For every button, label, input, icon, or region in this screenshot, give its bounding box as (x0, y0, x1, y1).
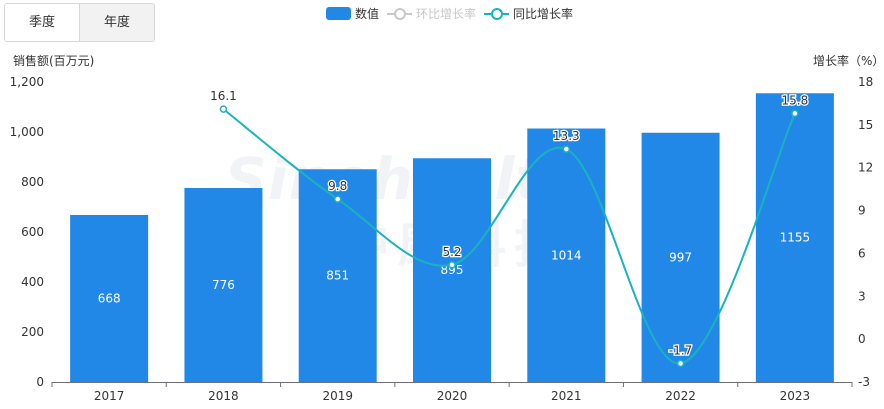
yoy-point (562, 145, 571, 153)
tab-yearly[interactable]: 年度 (79, 4, 154, 41)
right-axis-tick-label: 6 (858, 246, 866, 260)
yoy-point-label: 13.3 (553, 129, 580, 143)
tab-quarterly[interactable]: 季度 (5, 4, 79, 41)
legend-bar-swatch (326, 7, 351, 20)
left-axis-tick-label: 1,200 (10, 75, 44, 89)
bar-value-label: 997 (669, 250, 692, 264)
chart-legend: 数值 环比增长率 同比增长率 (326, 5, 581, 22)
yoy-point-label: 15.8 (781, 93, 808, 107)
right-axis-tick-label: 18 (858, 75, 873, 89)
yoy-point-label: 9.8 (328, 179, 347, 193)
bar-2019 (298, 169, 377, 382)
bar-2023 (755, 93, 834, 382)
right-axis-tick-label: -3 (858, 375, 870, 389)
legend-label-yoy: 同比增长率 (513, 7, 574, 21)
left-axis-tick-label: 600 (21, 225, 44, 239)
legend-item-value[interactable]: 数值 (326, 5, 379, 22)
yoy-point (333, 195, 342, 203)
yoy-point (219, 105, 228, 113)
bar-2018 (184, 188, 263, 382)
legend-item-yoy[interactable]: 同比增长率 (484, 5, 573, 22)
left-axis-tick-label: 400 (21, 275, 44, 289)
x-axis-tick-label: 2017 (94, 389, 125, 403)
bar-value-label: 668 (98, 292, 121, 306)
yoy-point-label: 16.1 (210, 89, 237, 103)
left-axis-tick-label: 1,000 (10, 125, 44, 139)
bar-value-label: 851 (326, 269, 349, 283)
right-axis-tick-label: 9 (858, 204, 866, 218)
right-axis-title: 增长率（%） (813, 54, 884, 68)
right-axis-tick-label: 12 (858, 161, 873, 175)
bar-2020 (413, 158, 491, 382)
period-tabs: 季度 年度 (4, 3, 155, 42)
legend-qoq-line-marker (387, 7, 413, 20)
left-axis-tick-label: 200 (21, 325, 44, 339)
x-axis-tick-label: 2022 (665, 389, 696, 403)
bar-value-label: 1155 (780, 231, 811, 245)
yoy-point (448, 261, 456, 269)
x-axis-tick-label: 2018 (208, 389, 239, 403)
x-axis-tick-label: 2019 (322, 389, 353, 403)
yoy-point-label: -1.7 (669, 343, 692, 357)
yoy-point-label: 5.2 (442, 245, 461, 259)
left-axis-tick-label: 0 (36, 375, 44, 389)
left-axis-title: 销售额(百万元) (13, 54, 95, 68)
legend-yoy-line-marker (484, 7, 510, 20)
right-axis-tick-label: 15 (858, 118, 873, 132)
legend-label-value: 数值 (355, 7, 380, 21)
right-axis-tick-label: 3 (858, 289, 866, 303)
bar-value-label: 1014 (551, 248, 582, 262)
legend-item-qoq[interactable]: 环比增长率 (387, 5, 476, 22)
x-axis-tick-label: 2023 (780, 389, 811, 403)
x-axis-tick-label: 2021 (551, 389, 582, 403)
yoy-point (676, 359, 685, 368)
legend-label-qoq: 环比增长率 (416, 7, 477, 21)
bar-2021 (527, 128, 606, 382)
right-axis-tick-label: 0 (858, 332, 866, 346)
yoy-point (791, 109, 799, 118)
bar-2017 (70, 215, 149, 382)
x-axis-tick-label: 2020 (437, 389, 468, 403)
left-axis-tick-label: 800 (21, 175, 44, 189)
bar-value-label: 776 (212, 278, 235, 292)
